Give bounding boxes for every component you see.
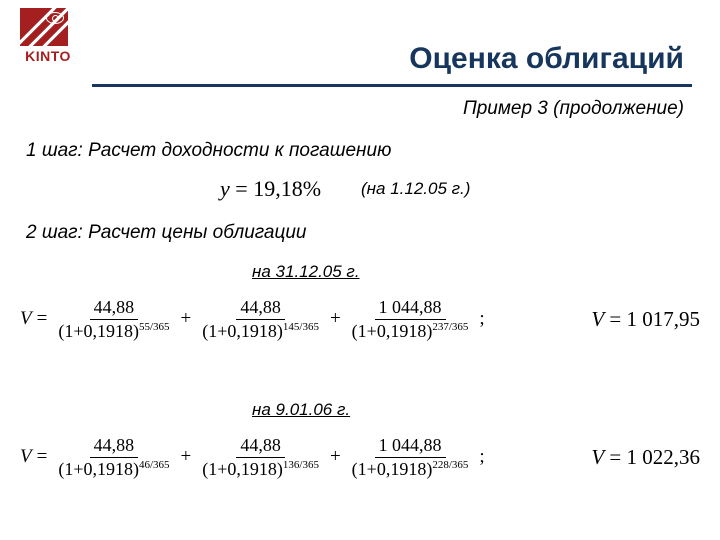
yield-value: 19,18% xyxy=(253,176,321,201)
calc1-result: V = 1 017,95 xyxy=(591,307,700,332)
yield-date-note: (на 1.12.05 г.) xyxy=(361,179,470,199)
calc2-row: V= 44,88 (1+0,1918)46/365 + 44,88 (1+0,1… xyxy=(20,434,700,480)
step-2-label: 2 шаг: Расчет цены облигации xyxy=(26,222,307,244)
calc1-term-2: 44,88 (1+0,1918)145/365 xyxy=(198,296,323,342)
brand-logo: KINTO xyxy=(20,8,76,64)
calc1-date-label: на 31.12.05 г. xyxy=(252,262,360,282)
slide-title: Оценка облигаций xyxy=(409,42,684,76)
slide-subtitle: Пример 3 (продолжение) xyxy=(463,98,684,120)
calc1-row: V= 44,88 (1+0,1918)55/365 + 44,88 (1+0,1… xyxy=(20,296,700,342)
calc1-term-1: 44,88 (1+0,1918)55/365 xyxy=(54,296,173,342)
calc2-term-3: 1 044,88 (1+0,1918)228/365 xyxy=(348,434,473,480)
calc2-result: V = 1 022,36 xyxy=(591,445,700,470)
calc1-term-3: 1 044,88 (1+0,1918)237/365 xyxy=(348,296,473,342)
calc1-formula: V= 44,88 (1+0,1918)55/365 + 44,88 (1+0,1… xyxy=(20,296,490,342)
brand-logo-text: KINTO xyxy=(20,48,76,64)
calc2-date-label: на 9.01.06 г. xyxy=(252,400,350,420)
yield-row: y = 19,18% (на 1.12.05 г.) xyxy=(220,176,470,202)
step-1-label: 1 шаг: Расчет доходности к погашению xyxy=(26,140,391,162)
calc2-formula: V= 44,88 (1+0,1918)46/365 + 44,88 (1+0,1… xyxy=(20,434,490,480)
title-rule xyxy=(92,84,692,87)
calc2-term-1: 44,88 (1+0,1918)46/365 xyxy=(54,434,173,480)
yield-equation: y = 19,18% xyxy=(220,176,321,202)
calc2-term-2: 44,88 (1+0,1918)136/365 xyxy=(198,434,323,480)
yield-lhs: y xyxy=(220,176,230,201)
brand-logo-mark xyxy=(20,8,68,46)
